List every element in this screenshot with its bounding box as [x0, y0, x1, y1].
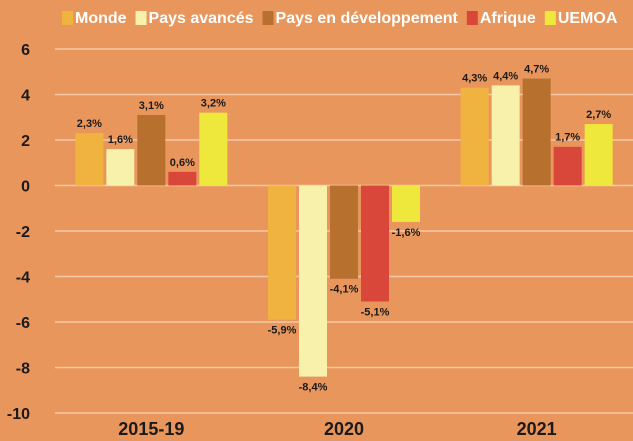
bar	[168, 171, 197, 186]
bar	[553, 146, 582, 186]
value-label: -5,9%	[268, 325, 297, 337]
legend-swatch	[466, 11, 478, 25]
bar	[460, 87, 489, 186]
bar	[361, 185, 389, 302]
bar	[268, 185, 296, 320]
legend-label: Pays en développement	[276, 10, 459, 27]
legend-swatch	[135, 11, 147, 25]
value-label: -1,6%	[392, 227, 421, 239]
value-label: 1,6%	[108, 134, 133, 146]
legend-swatch	[544, 11, 556, 25]
y-tick-label: -2	[16, 224, 30, 241]
value-label: 0,6%	[170, 157, 195, 169]
legend-label: UEMOA	[558, 10, 618, 27]
legend-label: Pays avancés	[149, 10, 254, 27]
value-label: 1,7%	[555, 132, 580, 144]
value-label: 3,1%	[139, 100, 164, 112]
x-tick-label: 2015-19	[118, 419, 184, 439]
bar	[199, 112, 228, 186]
value-label: -8,4%	[299, 382, 328, 394]
x-tick-label: 2021	[517, 419, 557, 439]
y-tick-label: 2	[21, 133, 30, 150]
y-tick-label: -6	[16, 315, 30, 332]
bar	[330, 185, 358, 279]
legend-swatch	[62, 11, 73, 25]
bar	[299, 185, 327, 377]
value-label: 2,7%	[586, 109, 611, 121]
bar	[392, 185, 420, 222]
bar	[491, 85, 520, 186]
x-tick-label: 2020	[324, 419, 364, 439]
y-tick-label: 6	[21, 42, 30, 59]
y-tick-label: -8	[16, 361, 30, 378]
y-tick-label: -10	[7, 406, 30, 423]
legend-label: Afrique	[480, 10, 536, 27]
value-label: 4,3%	[462, 73, 487, 85]
y-tick-label: -4	[16, 270, 30, 287]
value-label: -4,1%	[330, 284, 359, 296]
value-label: 2,3%	[77, 118, 102, 130]
bar	[106, 149, 135, 186]
value-label: -5,1%	[361, 306, 390, 318]
y-tick-label: 4	[21, 88, 30, 105]
legend-swatch	[262, 11, 274, 25]
bar	[584, 124, 613, 186]
value-label: 4,4%	[493, 70, 518, 82]
bar	[75, 133, 104, 186]
bar	[522, 78, 551, 186]
y-tick-label: 0	[21, 179, 30, 196]
value-label: 4,7%	[524, 63, 549, 75]
value-label: 3,2%	[201, 98, 226, 110]
legend-label: Monde	[75, 10, 127, 27]
bar	[137, 114, 166, 186]
